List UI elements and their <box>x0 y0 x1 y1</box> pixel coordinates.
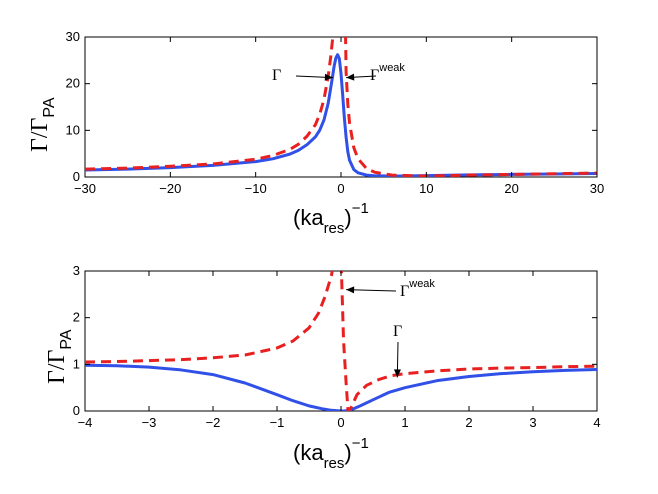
bottom-y-label-sub: PA <box>58 329 75 349</box>
bottom-curves <box>85 271 597 411</box>
bottom-x-tick-label: −3 <box>142 415 157 430</box>
top-series-gamma-weak-line <box>85 37 597 177</box>
bottom-series-gamma-weak-line <box>85 271 597 411</box>
bottom-y-label: Γ/ΓPA <box>44 329 75 384</box>
bottom-x-tick-label: 3 <box>529 415 536 430</box>
top-annotation-arrow-head <box>324 73 333 81</box>
top-x-label-close: ) <box>344 205 351 230</box>
bottom-x-tick-label: −1 <box>270 415 285 430</box>
top-panel: −30 −20 −10 0 10 20 30 0 10 20 30 Γ Γweak Γ/ΓPA (ka… <box>27 29 605 237</box>
top-series-gamma-line <box>85 53 597 177</box>
top-x-tick-label: −20 <box>159 181 181 196</box>
top-curves <box>85 37 597 177</box>
top-x-tick-label: −30 <box>74 181 96 196</box>
top-annotations: Γ Γweak <box>272 62 405 84</box>
top-y-tick-label: 10 <box>66 122 80 137</box>
bottom-series-gamma-line <box>85 363 597 411</box>
top-y-label-sub: PA <box>41 97 58 117</box>
bottom-y-label-main: Γ/Γ <box>44 349 70 384</box>
top-plot-area <box>84 36 598 178</box>
top-x-label: (kares)−1 <box>293 200 369 237</box>
bottom-annotations: Γweak Γ <box>346 278 435 378</box>
bottom-x-label-sup: −1 <box>352 435 369 452</box>
top-y-tick-label: 20 <box>66 76 80 91</box>
bottom-y-tick-label: 2 <box>73 310 80 325</box>
top-ticks: −30 −20 −10 0 10 20 30 0 10 20 30 <box>66 29 605 196</box>
bottom-annotation-gamma-weak-label: Γweak <box>400 278 435 300</box>
bottom-x-label-main: (ka <box>293 440 324 465</box>
top-x-tick-label: 0 <box>337 181 344 196</box>
bottom-x-label-sub: res <box>324 455 345 472</box>
bottom-annotation-arrow-head <box>346 286 355 294</box>
bottom-annotation-arrow-line <box>346 289 397 292</box>
top-annotation-gamma-weak-label: Γweak <box>370 62 405 84</box>
bottom-x-tick-label: 4 <box>593 415 600 430</box>
top-y-label: Γ/ΓPA <box>27 97 58 152</box>
top-x-tick-label: 20 <box>504 181 518 196</box>
top-annotation-gamma-label: Γ <box>272 67 281 84</box>
top-x-label-main: (ka <box>293 205 324 230</box>
bottom-plot-area <box>84 270 598 412</box>
bottom-x-tick-label: −4 <box>78 415 93 430</box>
top-y-tick-label: 30 <box>66 29 80 44</box>
bottom-ticks: −4 −3 −2 −1 0 1 2 3 4 0 1 2 3 <box>73 263 601 430</box>
top-x-tick-label: −10 <box>245 181 267 196</box>
bottom-x-label: (kares)−1 <box>293 435 369 472</box>
bottom-x-tick-label: 0 <box>337 415 344 430</box>
bottom-y-tick-label: 1 <box>73 356 80 371</box>
top-y-tick-label: 0 <box>73 169 80 184</box>
bottom-x-tick-label: 1 <box>401 415 408 430</box>
bottom-y-tick-label: 3 <box>73 263 80 278</box>
bottom-y-tick-label: 0 <box>73 403 80 418</box>
top-x-tick-label: 30 <box>590 181 604 196</box>
top-x-label-sub: res <box>324 220 345 237</box>
bottom-x-tick-label: −2 <box>206 415 221 430</box>
bottom-x-tick-label: 2 <box>465 415 472 430</box>
top-y-label-main: Γ/Γ <box>27 117 53 152</box>
bottom-annotation-arrow-head <box>393 369 401 378</box>
top-x-label-sup: −1 <box>352 200 369 217</box>
top-x-tick-label: 10 <box>419 181 433 196</box>
bottom-annotation-gamma-label: Γ <box>393 323 402 340</box>
top-annotation-arrow-head <box>346 73 355 81</box>
bottom-x-label-close: ) <box>344 440 351 465</box>
